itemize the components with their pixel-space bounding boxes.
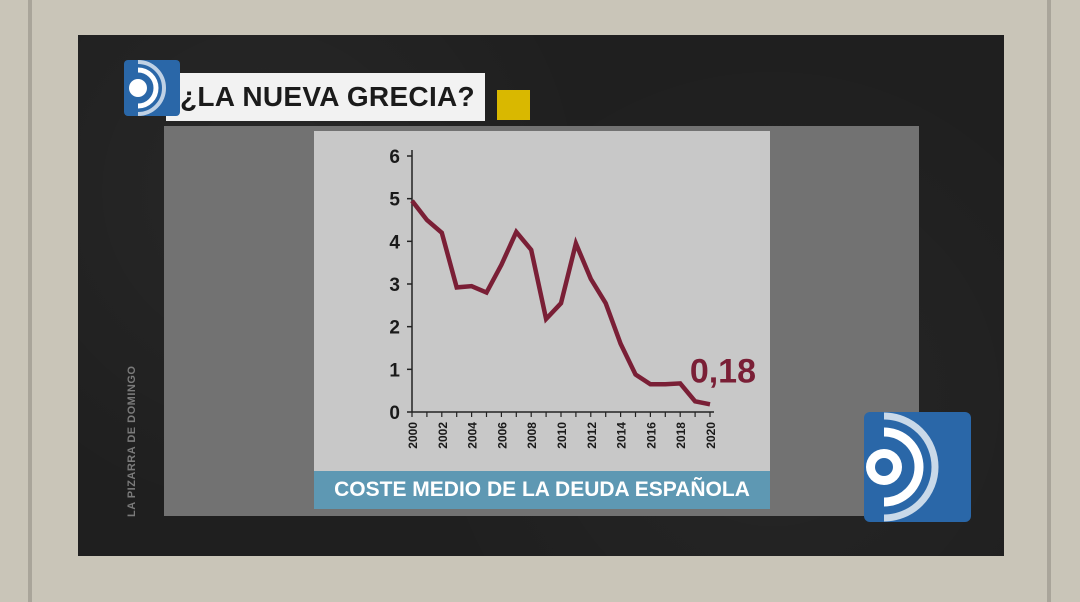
x-tick-label: 2002 bbox=[436, 422, 450, 449]
y-tick-label: 2 bbox=[389, 318, 400, 339]
frame-right-edge bbox=[1047, 0, 1051, 602]
x-tick-label: 2014 bbox=[615, 422, 629, 449]
line-chart: 0 1 2 3 4 5 6 2000 2002 2004 2006 2008 2010 2012 2014 2… bbox=[389, 147, 756, 449]
overlay-title: ¿LA NUEVA GRECIA? bbox=[166, 73, 485, 121]
value-annotation: 0,18 bbox=[690, 352, 756, 390]
series-line bbox=[410, 199, 711, 407]
chart-caption: COSTE MEDIO DE LA DEUDA ESPAÑOLA bbox=[314, 471, 770, 509]
y-tick-label: 4 bbox=[389, 232, 400, 253]
y-tick-label: 1 bbox=[389, 360, 400, 381]
x-tick-label: 2020 bbox=[704, 422, 718, 449]
frame-left-edge bbox=[28, 0, 32, 602]
chart-card: 0 1 2 3 4 5 6 2000 2002 2004 2006 2008 2010 2012 2014 2… bbox=[314, 131, 770, 509]
channel-logo-icon bbox=[124, 60, 180, 116]
channel-logo-large-icon bbox=[864, 412, 971, 522]
program-side-label: LA PIZARRA DE DOMINGO bbox=[126, 365, 138, 517]
x-tick-label: 2004 bbox=[466, 422, 480, 449]
x-tick-label: 2008 bbox=[525, 422, 539, 449]
x-tick-label: 2016 bbox=[644, 422, 658, 449]
x-tick-label: 2012 bbox=[585, 422, 599, 449]
y-tick-label: 5 bbox=[389, 190, 400, 211]
yellow-accent-square bbox=[497, 90, 530, 120]
x-tick-label: 2006 bbox=[495, 422, 509, 449]
x-tick-label: 2010 bbox=[555, 422, 569, 449]
x-tick-label: 2018 bbox=[674, 422, 688, 449]
y-tick-label: 0 bbox=[389, 403, 400, 424]
x-tick-label: 2000 bbox=[406, 422, 420, 449]
tv-screen: 0 1 2 3 4 5 6 2000 2002 2004 2006 2008 2010 2012 2014 2… bbox=[78, 35, 1004, 556]
y-tick-label: 3 bbox=[389, 275, 400, 296]
y-tick-label: 6 bbox=[389, 147, 400, 168]
